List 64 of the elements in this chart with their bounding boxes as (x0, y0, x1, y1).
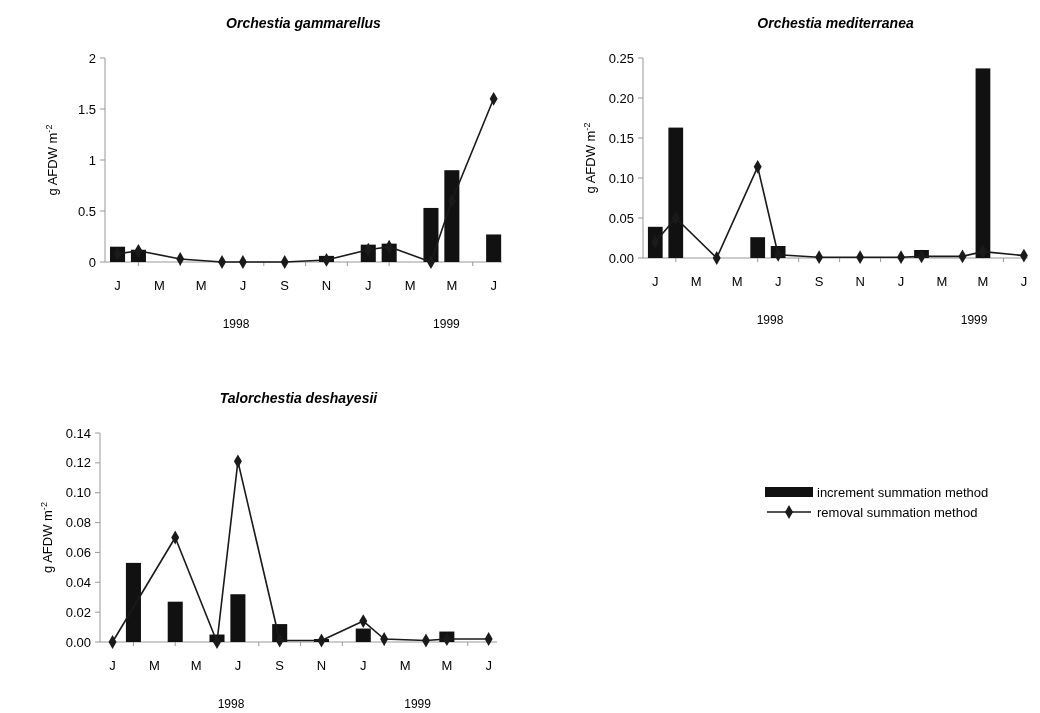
bar (486, 234, 502, 262)
x-tick-label: J (485, 658, 492, 673)
x-tick-label: J (360, 658, 367, 673)
x-tick-label: M (148, 658, 160, 673)
x-tick-label: J (490, 278, 497, 293)
x-tick-label: J (114, 278, 121, 293)
x-tick-label: S (275, 658, 285, 673)
bar (167, 601, 183, 642)
x-tick-label: M (195, 278, 207, 293)
x-tick-label: M (441, 658, 453, 673)
bar (750, 237, 766, 258)
y-tick-label: 0.10 (608, 170, 634, 186)
y-tick-label: 0.04 (65, 574, 91, 590)
x-tick-label: M (404, 278, 416, 293)
text: 1998 (756, 313, 784, 327)
x-tick-label: M (936, 274, 948, 289)
text: 1998 (222, 317, 250, 331)
x-tick-label: M (690, 274, 702, 289)
x-tick-label: J (234, 658, 242, 673)
y-tick-label: 0.10 (65, 485, 91, 501)
y-tick-label: 1.5 (77, 101, 96, 117)
legend-label: increment summation method (817, 484, 989, 500)
x-tick-label: J (897, 274, 905, 289)
chart-title: Talorchestia deshayesii (219, 390, 379, 406)
chart-title: Orchestia mediterranea (757, 15, 914, 31)
text: 1999 (404, 697, 432, 711)
x-tick-label: J (239, 278, 247, 293)
text: 1999 (960, 313, 988, 327)
text: 1999 (433, 317, 461, 331)
x-tick-label: J (1020, 274, 1028, 289)
y-tick-label: 0.20 (608, 90, 634, 106)
y-tick-label: 2 (88, 50, 96, 66)
x-tick-label: S (280, 278, 290, 293)
y-tick-label: 0.02 (65, 604, 91, 620)
x-tick-label: M (190, 658, 202, 673)
x-tick-label: M (446, 278, 458, 293)
x-tick-label: N (321, 278, 332, 293)
x-tick-label: S (814, 274, 824, 289)
y-tick-label: 0.25 (608, 50, 634, 66)
x-tick-label: M (731, 274, 743, 289)
y-tick-label: 0.14 (65, 425, 91, 441)
text: 1998 (217, 697, 245, 711)
y-tick-label: 0 (88, 254, 96, 270)
x-tick-label: M (153, 278, 165, 293)
y-tick-label: 0.06 (65, 544, 91, 560)
x-tick-label: M (399, 658, 411, 673)
x-tick-label: N (855, 274, 865, 289)
y-tick-label: 0.00 (608, 250, 634, 266)
bar (230, 594, 246, 642)
y-tick-label: 0.15 (608, 130, 634, 146)
x-tick-label: J (109, 658, 116, 673)
y-tick-label: 0.5 (77, 203, 96, 219)
y-tick-label: 1 (88, 152, 96, 168)
y-tick-label: 0.08 (65, 515, 91, 531)
chart-title: Orchestia gammarellus (226, 15, 382, 31)
x-tick-label: J (652, 274, 659, 289)
x-tick-label: M (977, 274, 989, 289)
x-tick-label: J (774, 274, 782, 289)
legend-label: removal summation method (817, 504, 978, 520)
y-tick-label: 0.05 (608, 210, 634, 226)
x-tick-label: N (316, 658, 327, 673)
y-tick-label: 0.00 (65, 634, 91, 650)
y-tick-label: 0.12 (65, 455, 91, 471)
x-tick-label: J (365, 278, 372, 293)
